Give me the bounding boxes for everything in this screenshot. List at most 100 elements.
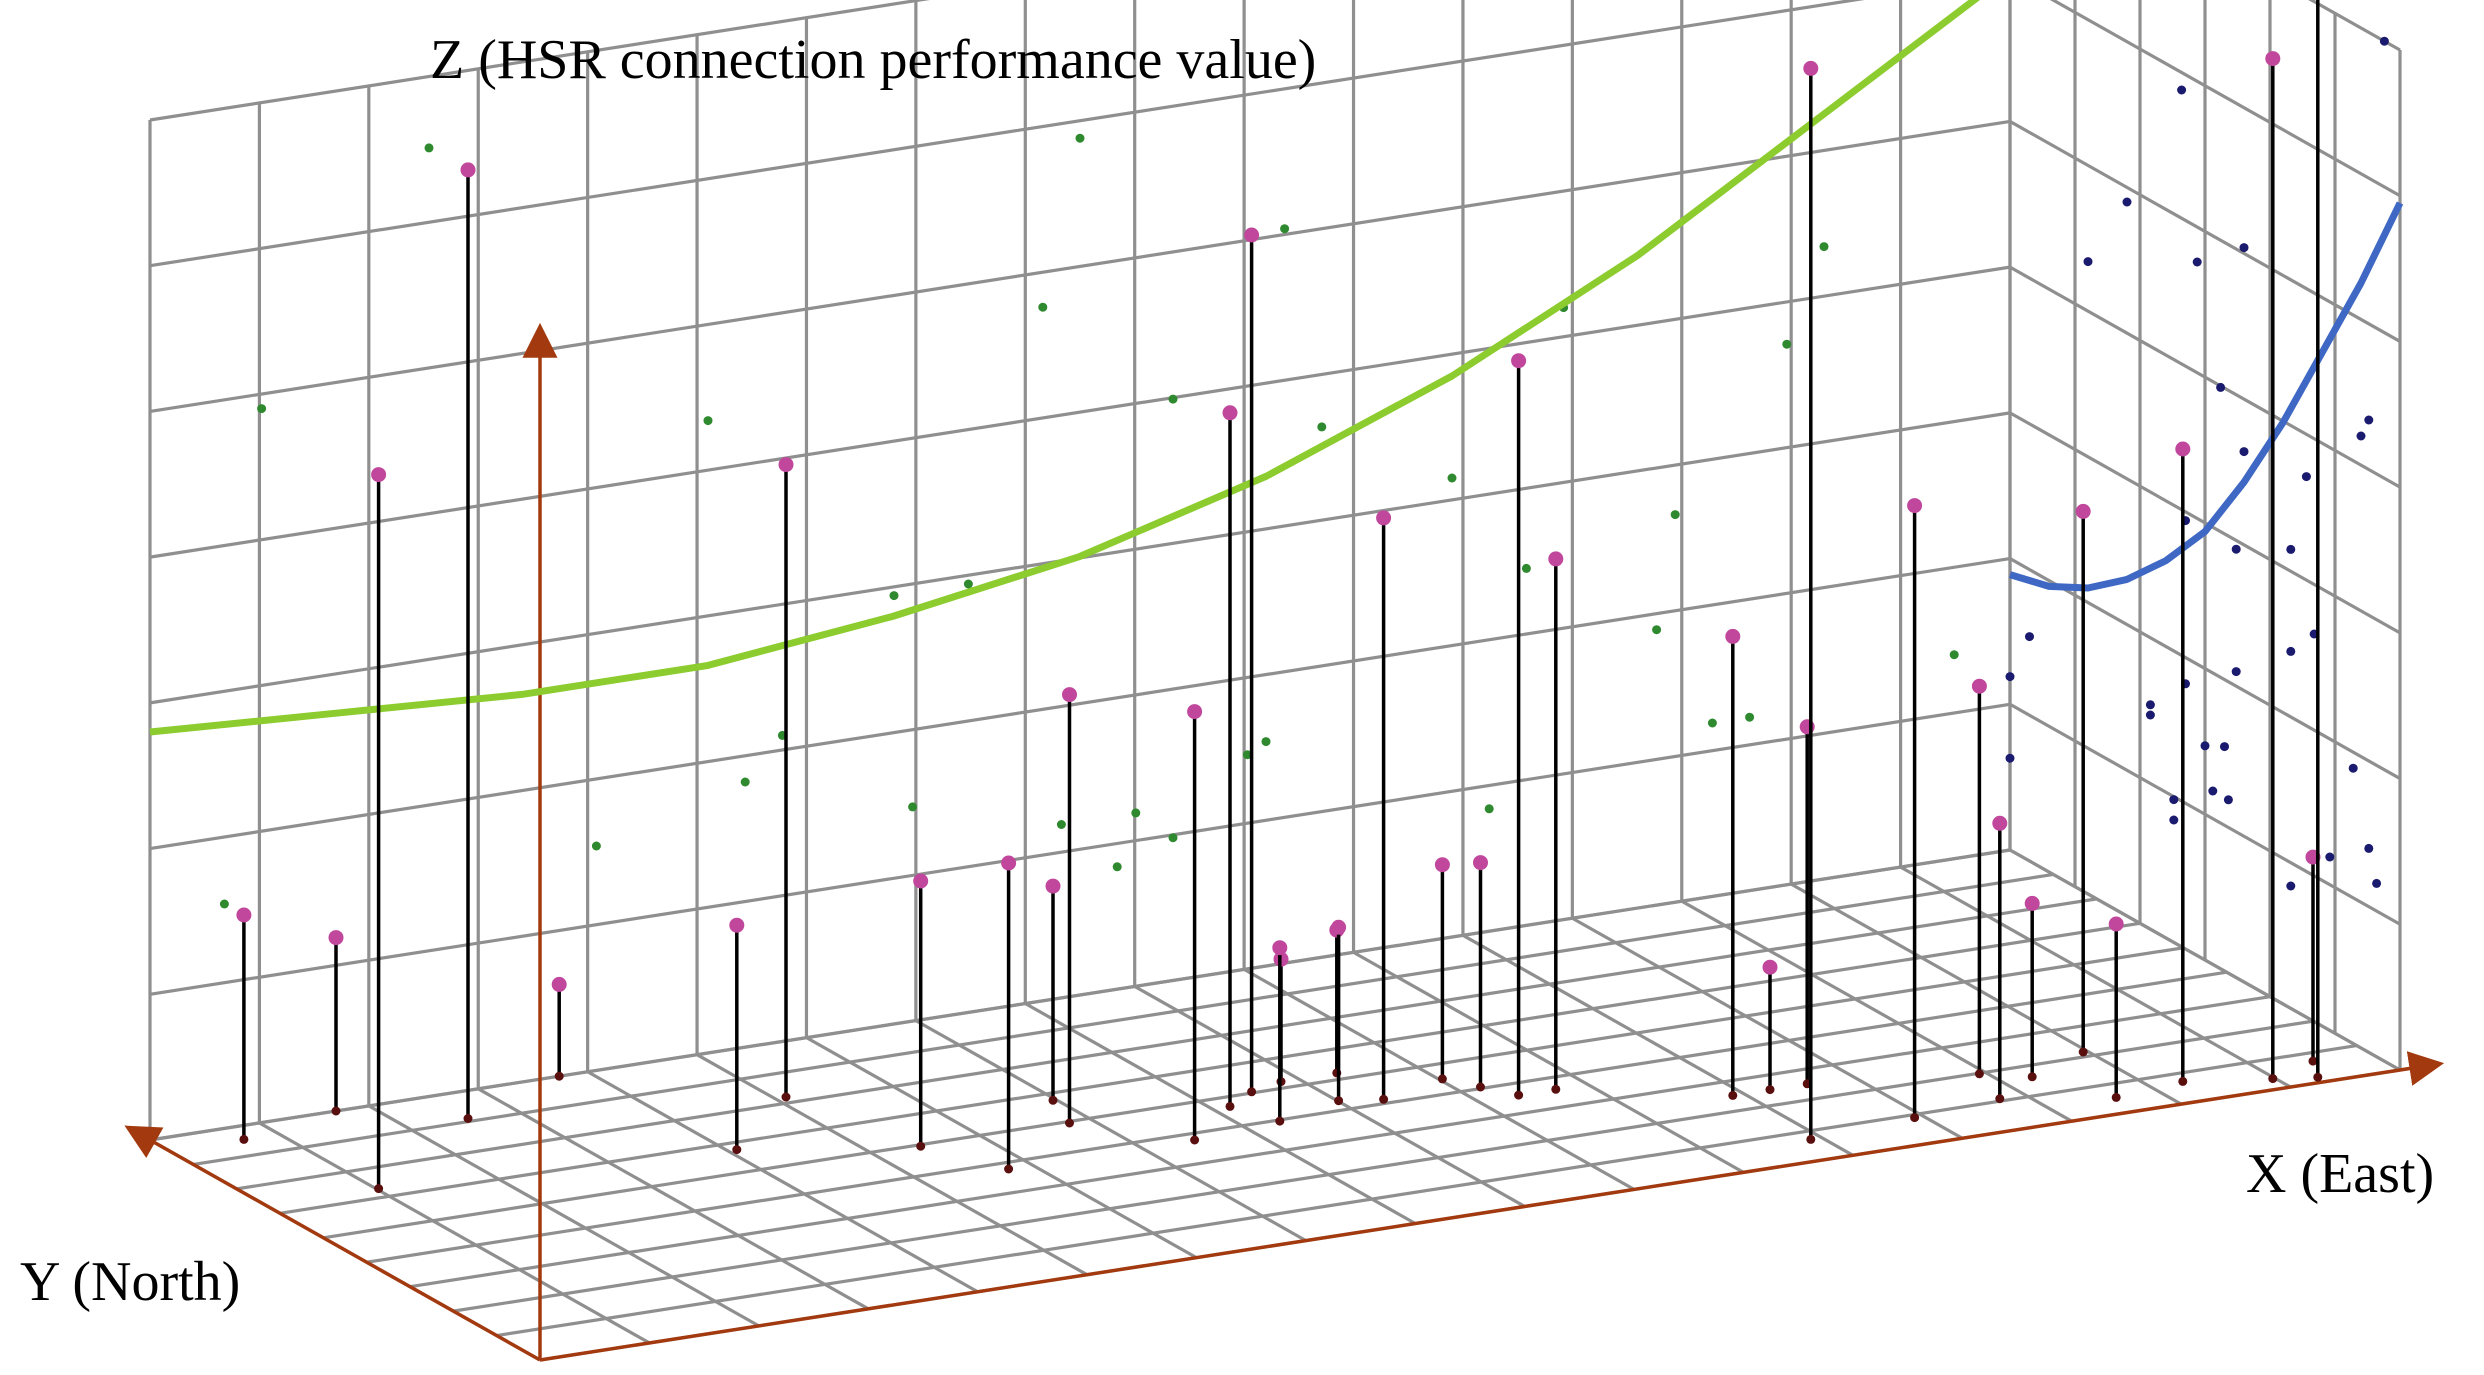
grid-line-floor-y <box>1680 899 2073 1123</box>
data-point-base <box>554 1071 564 1081</box>
grid-line-floor-y <box>915 1019 1307 1242</box>
yz-projection-point <box>2005 672 2015 682</box>
yz-projection-point <box>2348 763 2358 773</box>
data-point-base <box>2268 1074 2278 1084</box>
axes <box>124 322 2445 1362</box>
yz-projection-point <box>2192 257 2202 267</box>
xz-projection-point <box>1242 750 1252 760</box>
xz-projection-point <box>1280 224 1290 234</box>
data-point-base <box>1551 1084 1561 1094</box>
grid-line-right-horizontal <box>2009 120 2401 343</box>
grid-line-back-horizontal <box>149 265 2011 559</box>
grid-line-floor-x <box>409 995 2271 1289</box>
data-point <box>1001 855 1017 871</box>
xz-projection-point <box>1670 510 1680 520</box>
grid-line-floor-y <box>1024 1002 1417 1225</box>
data-point-base <box>732 1145 742 1155</box>
grid-line-floor-y <box>258 1121 651 1345</box>
grid-line-floor-y <box>368 1104 760 1328</box>
yz-projection-point <box>2364 843 2374 853</box>
grid-line-back-horizontal <box>149 119 2011 414</box>
xz-projection-point <box>1745 712 1755 722</box>
grid-line-floor-y <box>1899 865 2292 1089</box>
grid-line-floor-x <box>193 872 2054 1167</box>
data-point <box>1473 855 1488 871</box>
grid-line-floor-x <box>279 921 2141 1215</box>
xz-projection-point <box>1447 473 1457 483</box>
data-point <box>460 162 476 178</box>
data-point-base <box>1190 1135 1200 1145</box>
xz-projection-point <box>1707 718 1717 728</box>
x-axis-label: X (East) <box>2246 1143 2434 1205</box>
data-point <box>1725 628 1741 644</box>
xz-projection-point <box>1038 302 1048 312</box>
grid-line-back-horizontal <box>149 0 1865 268</box>
data-point <box>236 907 252 923</box>
data-point-base <box>1995 1094 2005 1104</box>
data-point <box>1222 405 1238 421</box>
data-point-base <box>331 1106 341 1116</box>
xz-projection-point <box>1484 804 1494 814</box>
axis-labels: Z (HSR connection performance value) X (… <box>20 29 2434 1313</box>
grid-line-floor-y <box>805 1036 1198 1260</box>
data-point <box>729 917 745 933</box>
data-point <box>2108 916 2124 932</box>
data-point-base <box>1476 1082 1485 1092</box>
yz-projection-point <box>2169 815 2179 825</box>
yz-projection-point <box>2286 544 2296 554</box>
data-point <box>1803 60 1819 76</box>
data-point-base <box>2308 1056 2318 1066</box>
data-point-base <box>1379 1094 1389 1104</box>
yz-projection-point <box>2372 878 2382 888</box>
xz-projection-point <box>424 143 434 153</box>
grid-line-floor-y <box>1352 950 1745 1174</box>
xz-projection-point <box>963 579 973 589</box>
yz-trend-line <box>2008 201 2404 592</box>
grid-line-right-horizontal <box>2308 0 2401 52</box>
xz-projection-point <box>257 404 267 414</box>
data-point <box>1548 551 1564 567</box>
data-point-base <box>1275 1116 1285 1126</box>
data-point-base <box>463 1114 473 1123</box>
xz-projection-point <box>1782 339 1792 349</box>
grid-line-right-horizontal <box>2009 411 2401 635</box>
data-point-base <box>2178 1076 2188 1086</box>
data-point-base <box>2027 1072 2037 1082</box>
xz-projection-point <box>740 777 750 787</box>
yz-projection-point <box>2231 667 2241 677</box>
grid-line-right-horizontal <box>2009 702 2401 926</box>
yz-projection-point <box>2122 197 2132 207</box>
data-point-base <box>1048 1095 1058 1105</box>
data-point-base <box>1437 1074 1447 1084</box>
grid-line-floor-x <box>453 1019 2314 1313</box>
data-point <box>2175 441 2191 457</box>
data-point-base <box>916 1141 926 1151</box>
z-axis-label: Z (HSR connection performance value) <box>430 29 1316 91</box>
grid-line-back-horizontal <box>149 0 931 122</box>
data-point-base <box>2078 1047 2088 1057</box>
x-axis-line <box>539 1051 2445 1362</box>
xz-projection-point <box>1056 820 1066 829</box>
xz-projection-point <box>1131 808 1141 818</box>
yz-projection-point <box>2231 544 2241 554</box>
grid-line-floor-y <box>586 1070 979 1294</box>
xz-projection-point <box>1819 242 1829 252</box>
data-point-base <box>2111 1092 2121 1102</box>
xz-projection-point <box>1168 833 1178 843</box>
data-point <box>1762 959 1778 975</box>
xz-projection-point <box>1317 422 1327 432</box>
data-point-base <box>1004 1164 1014 1174</box>
data-point <box>778 457 794 473</box>
yz-projection-point <box>2083 257 2093 267</box>
data-point <box>1992 815 2008 831</box>
yz-projection-point <box>2239 243 2249 253</box>
data-point-base <box>1728 1090 1738 1100</box>
yz-projection-point <box>2364 415 2374 425</box>
data-point-base <box>1514 1090 1524 1100</box>
xz-projection-point <box>1652 625 1662 635</box>
grid-line-floor-y <box>1133 985 1526 1208</box>
data-point <box>1376 510 1392 526</box>
yz-projection-point <box>2200 741 2210 751</box>
trend-lines <box>149 0 2404 736</box>
